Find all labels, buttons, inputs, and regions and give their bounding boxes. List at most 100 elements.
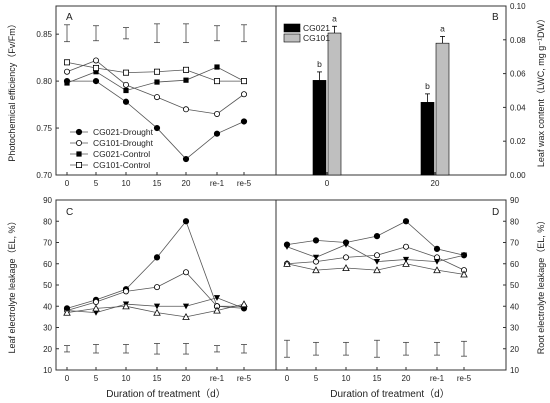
error-bar [313,341,319,356]
error-bar [434,341,440,356]
data-point [153,68,160,75]
significance-letter: a [332,13,337,23]
error-bar [343,341,349,356]
y-tick-label: 70 [43,239,52,248]
data-point [240,118,248,125]
data-point [240,78,247,85]
x-tick-label: 20 [182,179,191,188]
data-point [283,244,291,250]
y-tick-label: 30 [43,324,52,333]
x-tick-label: 15 [153,374,162,383]
significance-letter: b [425,81,430,91]
panel-B: B 0.00 0.02 0.04 0.06 0.08 0.10 Leaf wax conten… [275,2,546,188]
y-tick-label: 20 [43,345,52,354]
data-point [93,69,99,75]
y-tick-label: 0.10 [510,2,526,11]
data-point [342,242,350,248]
y-tick-label: 50 [43,281,52,290]
significance-letter: b [317,59,322,69]
data-point [240,300,248,308]
x-tick-label: re-1 [430,374,445,383]
y-axis-label: Leaf wax content（LWC, mg g⁻¹DW） [536,14,546,167]
bar [312,80,327,176]
error-bar [284,339,290,358]
panel-letter: B [492,12,499,23]
error-bar [64,24,70,43]
error-bar [64,345,70,353]
data-point [342,264,350,272]
legend-label: CG101-Control [93,160,150,170]
data-point [153,308,161,316]
data-point [433,266,441,274]
data-point [460,252,468,259]
x-tick-label: re-5 [237,179,252,188]
y-tick-label: 0.00 [510,171,526,180]
legend-label: CG021-Control [93,149,150,159]
x-tick-label: 15 [373,374,382,383]
data-point [213,110,220,117]
bar [327,32,342,176]
x-axis-label: Duration of treatment（d） [330,388,450,400]
error-bar [183,23,189,44]
bar-error [425,93,430,103]
data-point [93,64,100,71]
y-tick-label: 20 [510,345,519,354]
error-bar [214,25,220,42]
panel-letter: C [66,207,73,218]
data-point [312,266,320,274]
data-point [342,254,349,261]
data-point [92,78,100,85]
data-point [402,256,410,263]
legend-marker [76,151,82,157]
data-point [153,303,161,310]
y-tick-label: 0.08 [510,36,526,45]
data-point [312,254,320,261]
legend-marker [75,128,83,136]
bar-error [332,25,337,34]
y-tick-label: 10 [510,366,519,375]
y-tick-label: 0.80 [36,77,52,86]
x-tick-label: 10 [342,374,351,383]
bar-error [440,36,445,44]
data-point [64,68,71,75]
data-point [122,98,130,105]
panel-frame [275,5,507,176]
legend-marker [76,161,83,168]
data-point [153,284,160,291]
x-tick-label: re-5 [237,374,252,383]
data-point [312,237,320,244]
y-tick-label: 80 [43,217,52,226]
y-tick-label: 0.85 [36,30,52,39]
data-point [182,303,190,310]
legend-entry: CG021-Control [70,149,150,159]
error-bar [241,344,247,354]
data-point [240,91,247,98]
x-tick-label: re-5 [457,374,472,383]
data-point [213,78,220,85]
y-tick-label: 40 [43,302,52,311]
data-point [123,69,130,76]
legend-entry: CG101 [283,33,330,43]
y-tick-label: 0.06 [510,70,526,79]
data-point [373,252,380,259]
panel-letter: D [492,207,499,218]
error-bar [403,341,409,356]
legend-label: CG101 [303,33,330,43]
panel-letter: A [66,12,73,23]
x-tick-label: 20 [402,374,411,383]
error-bar [123,344,129,354]
error-bar [241,24,247,43]
data-point [153,124,161,132]
y-axis-label: Root electrolyte leakage（EL, %） [536,216,546,355]
data-point [213,295,221,301]
data-point [64,59,71,66]
x-tick-label: 0 [65,179,70,188]
data-point [182,155,190,163]
significance-letter: a [440,23,445,33]
data-point [182,312,190,320]
error-bar [154,23,160,44]
y-tick-label: 50 [510,281,519,290]
y-tick-label: 70 [510,239,519,248]
legend-entry: CG021 [283,23,330,33]
y-axis-label: Leaf electrolyte leakage（EL, %） [7,216,17,353]
